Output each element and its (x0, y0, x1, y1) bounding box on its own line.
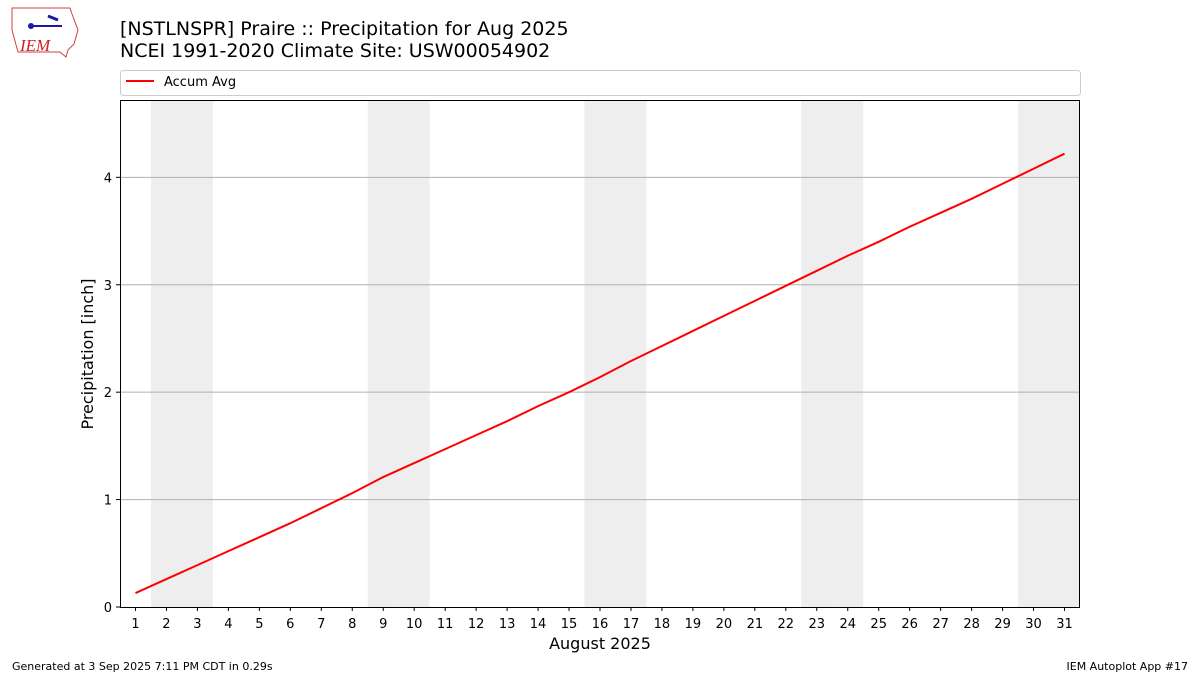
y-tick-label: 3 (104, 279, 112, 294)
logo-text: IEM (19, 36, 51, 55)
weekend-shade (398, 100, 430, 607)
x-tick-label: 31 (1056, 617, 1073, 632)
x-tick-label: 13 (499, 617, 516, 632)
x-tick-label: 19 (685, 617, 702, 632)
x-tick-label: 14 (530, 617, 547, 632)
y-tick-label: 2 (104, 386, 112, 401)
x-tick-label: 18 (654, 617, 671, 632)
footer-left: Generated at 3 Sep 2025 7:11 PM CDT in 0… (12, 660, 273, 673)
weekend-shade (801, 100, 833, 607)
y-tick-label: 4 (104, 171, 112, 186)
x-tick-label: 22 (778, 617, 795, 632)
chart-subtitle: NCEI 1991-2020 Climate Site: USW00054902 (120, 40, 550, 62)
y-tick-label: 1 (104, 494, 112, 509)
x-tick-label: 8 (348, 617, 356, 632)
x-tick-label: 16 (592, 617, 609, 632)
footer-right: IEM Autoplot App #17 (1067, 660, 1189, 673)
weekend-shade (150, 100, 182, 607)
x-tick-label: 20 (716, 617, 733, 632)
x-tick-label: 6 (286, 617, 294, 632)
x-tick-label: 24 (839, 617, 856, 632)
x-tick-label: 7 (317, 617, 325, 632)
y-tick-label: 0 (104, 601, 112, 616)
weekend-shade (367, 100, 399, 607)
logo: IEM (11, 7, 79, 58)
weekend-shade (1049, 100, 1080, 607)
x-tick-label: 12 (468, 617, 485, 632)
x-tick-label: 29 (994, 617, 1011, 632)
x-tick-label: 21 (747, 617, 764, 632)
x-tick-label: 2 (162, 617, 170, 632)
x-tick-label: 10 (406, 617, 423, 632)
legend-box (120, 70, 1081, 96)
x-tick-label: 17 (623, 617, 640, 632)
x-tick-label: 15 (561, 617, 578, 632)
x-tick-label: 30 (1025, 617, 1042, 632)
weekend-shade (832, 100, 864, 607)
plot-area (120, 100, 1080, 607)
x-tick-label: 27 (932, 617, 949, 632)
legend-label: Accum Avg (164, 75, 236, 90)
x-tick-label: 28 (963, 617, 980, 632)
weekend-shade (615, 100, 647, 607)
x-tick-label: 9 (379, 617, 387, 632)
weekend-shade (1018, 100, 1050, 607)
x-tick-label: 26 (901, 617, 918, 632)
x-tick-label: 5 (255, 617, 263, 632)
y-axis-label: Precipitation [inch] (78, 278, 97, 429)
chart-title: [NSTLNSPR] Praire :: Precipitation for A… (120, 18, 569, 40)
x-tick-label: 1 (131, 617, 139, 632)
x-tick-label: 4 (224, 617, 232, 632)
weekend-shade (584, 100, 616, 607)
x-tick-label: 3 (193, 617, 201, 632)
x-tick-label: 11 (437, 617, 454, 632)
x-tick-label: 25 (870, 617, 887, 632)
weekend-shade (181, 100, 213, 607)
x-axis-label: August 2025 (549, 634, 651, 653)
data-line (135, 152, 1065, 594)
x-tick-label: 23 (809, 617, 826, 632)
